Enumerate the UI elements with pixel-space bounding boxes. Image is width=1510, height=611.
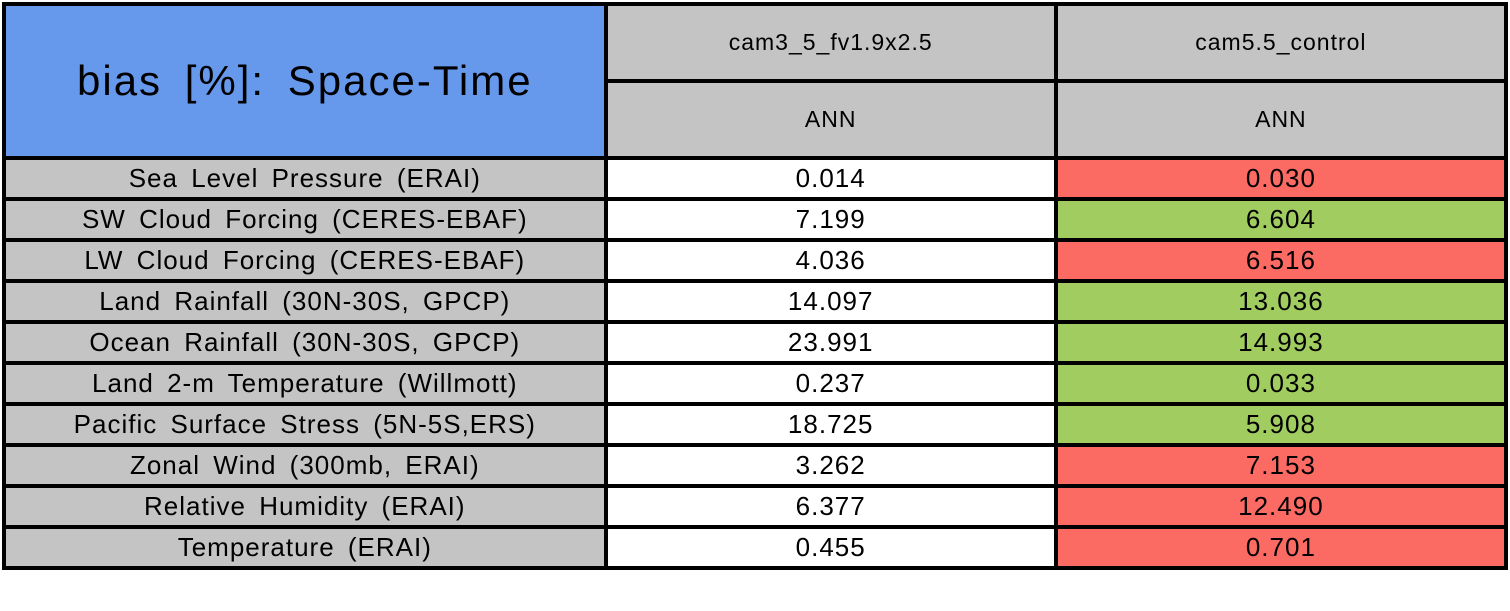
value-cell: 0.033 [1053, 361, 1509, 406]
table-row: Sea Level Pressure (ERAI) 0.014 0.030 [2, 156, 1509, 201]
row-label: SW Cloud Forcing (CERES-EBAF) [2, 197, 608, 242]
model-header-cam5-5: cam5.5_control [1053, 2, 1509, 83]
value-cell: 6.377 [603, 484, 1058, 529]
table-row: Land 2-m Temperature (Willmott) 0.237 0.… [2, 361, 1509, 406]
value-cell: 6.516 [1053, 238, 1509, 283]
row-label: Sea Level Pressure (ERAI) [2, 156, 608, 201]
value-cell: 18.725 [603, 402, 1058, 447]
table-row: LW Cloud Forcing (CERES-EBAF) 4.036 6.51… [2, 238, 1509, 283]
value-cell: 4.036 [603, 238, 1058, 283]
value-cell: 7.153 [1053, 443, 1509, 488]
model-header-cam3-5: cam3_5_fv1.9x2.5 [603, 2, 1058, 83]
value-cell: 5.908 [1053, 402, 1509, 447]
table-row: Ocean Rainfall (30N-30S, GPCP) 23.991 14… [2, 320, 1509, 365]
row-label: Relative Humidity (ERAI) [2, 484, 608, 529]
value-cell: 0.014 [603, 156, 1058, 201]
value-cell: 0.701 [1053, 525, 1509, 570]
table-title-cell: bias [%]: Space-Time [2, 2, 608, 160]
value-cell: 0.030 [1053, 156, 1509, 201]
row-label: Zonal Wind (300mb, ERAI) [2, 443, 608, 488]
value-cell: 13.036 [1053, 279, 1509, 324]
season-header-cam3-5: ANN [603, 79, 1058, 160]
row-label: Ocean Rainfall (30N-30S, GPCP) [2, 320, 608, 365]
value-cell: 14.097 [603, 279, 1058, 324]
value-cell: 0.237 [603, 361, 1058, 406]
value-cell: 0.455 [603, 525, 1058, 570]
row-label: Temperature (ERAI) [2, 525, 608, 570]
table-row: Zonal Wind (300mb, ERAI) 3.262 7.153 [2, 443, 1509, 488]
table-row: Land Rainfall (30N-30S, GPCP) 14.097 13.… [2, 279, 1509, 324]
table-body: Sea Level Pressure (ERAI) 0.014 0.030 SW… [2, 156, 1509, 570]
value-cell: 14.993 [1053, 320, 1509, 365]
row-label: Pacific Surface Stress (5N-5S,ERS) [2, 402, 608, 447]
table-row: Temperature (ERAI) 0.455 0.701 [2, 525, 1509, 570]
row-label: Land Rainfall (30N-30S, GPCP) [2, 279, 608, 324]
table-row: SW Cloud Forcing (CERES-EBAF) 7.199 6.60… [2, 197, 1509, 242]
row-label: Land 2-m Temperature (Willmott) [2, 361, 608, 406]
value-cell: 6.604 [1053, 197, 1509, 242]
value-cell: 12.490 [1053, 484, 1509, 529]
table-row: Relative Humidity (ERAI) 6.377 12.490 [2, 484, 1509, 529]
table-row: Pacific Surface Stress (5N-5S,ERS) 18.72… [2, 402, 1509, 447]
value-cell: 3.262 [603, 443, 1058, 488]
bias-metrics-table: bias [%]: Space-Time cam3_5_fv1.9x2.5 ca… [2, 2, 1509, 570]
table-header: bias [%]: Space-Time cam3_5_fv1.9x2.5 ca… [2, 2, 1509, 160]
value-cell: 7.199 [603, 197, 1058, 242]
row-label: LW Cloud Forcing (CERES-EBAF) [2, 238, 608, 283]
season-header-cam5-5: ANN [1053, 79, 1509, 160]
value-cell: 23.991 [603, 320, 1058, 365]
